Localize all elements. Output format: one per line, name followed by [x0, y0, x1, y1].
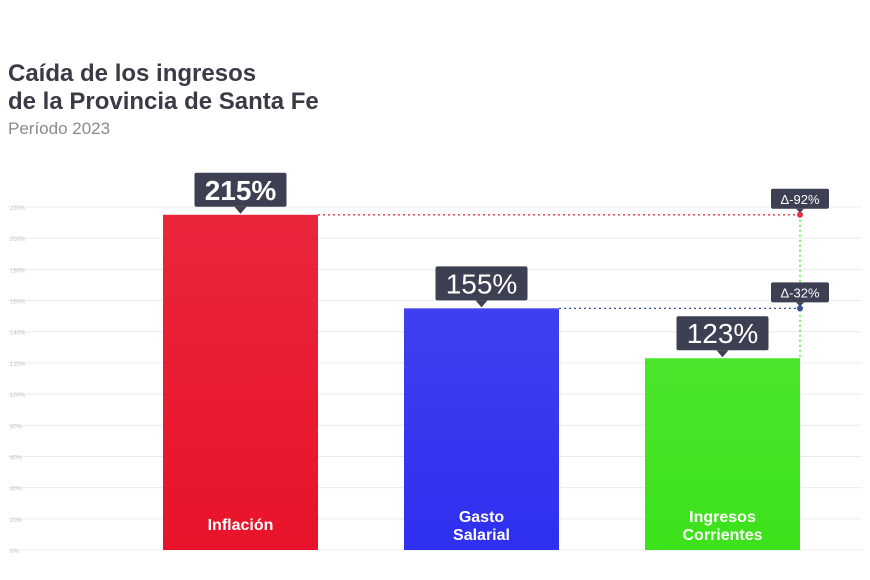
- annotation-badge: [771, 188, 829, 209]
- y-tick-label: 0%: [10, 549, 19, 555]
- y-tick-label: 20%: [10, 518, 23, 524]
- y-tick-label: 140%: [10, 331, 26, 337]
- annotation-badge-pointer: [796, 302, 804, 307]
- category-label: Ingresos: [689, 509, 756, 526]
- annotation-label: Δ-32%: [780, 285, 819, 300]
- chart-subtitle: Período 2023: [8, 119, 111, 138]
- category-label: Gasto: [459, 509, 505, 526]
- y-tick-label: 160%: [10, 300, 26, 306]
- value-label: 215%: [205, 175, 277, 206]
- y-tick-label: 180%: [10, 268, 26, 274]
- category-label: Corrientes: [682, 527, 762, 544]
- value-label-box: [435, 266, 528, 301]
- chart-title: Caída de los ingresos de la Provincia de…: [8, 60, 319, 116]
- value-label-pointer: [716, 350, 729, 358]
- y-tick-label: 40%: [10, 487, 23, 493]
- y-tick-label: 220%: [10, 206, 26, 212]
- annotation-label: Δ-92%: [780, 192, 819, 207]
- annotation-badge: [771, 282, 829, 303]
- bar: [645, 358, 800, 550]
- annotation-badge-pointer: [796, 208, 804, 213]
- category-label: Salarial: [453, 527, 510, 544]
- annotation-marker: [797, 305, 803, 312]
- value-label-box: [194, 172, 287, 207]
- value-label: 123%: [687, 318, 759, 349]
- value-label-box: [676, 316, 769, 351]
- annotation-marker: [797, 211, 803, 218]
- bar: [404, 308, 559, 550]
- y-tick-label: 100%: [10, 393, 26, 399]
- title-line-2: de la Provincia de Santa Fe: [8, 88, 319, 115]
- bar: [163, 214, 318, 550]
- value-label-pointer: [475, 300, 488, 308]
- value-label: 155%: [446, 268, 518, 299]
- title-line-1: Caída de los ingresos: [8, 60, 257, 87]
- category-label: Inflación: [208, 517, 274, 534]
- y-tick-label: 80%: [10, 424, 23, 430]
- y-tick-label: 200%: [10, 237, 26, 243]
- y-tick-label: 120%: [10, 362, 26, 368]
- value-label-pointer: [234, 206, 247, 214]
- y-tick-label: 60%: [10, 455, 23, 461]
